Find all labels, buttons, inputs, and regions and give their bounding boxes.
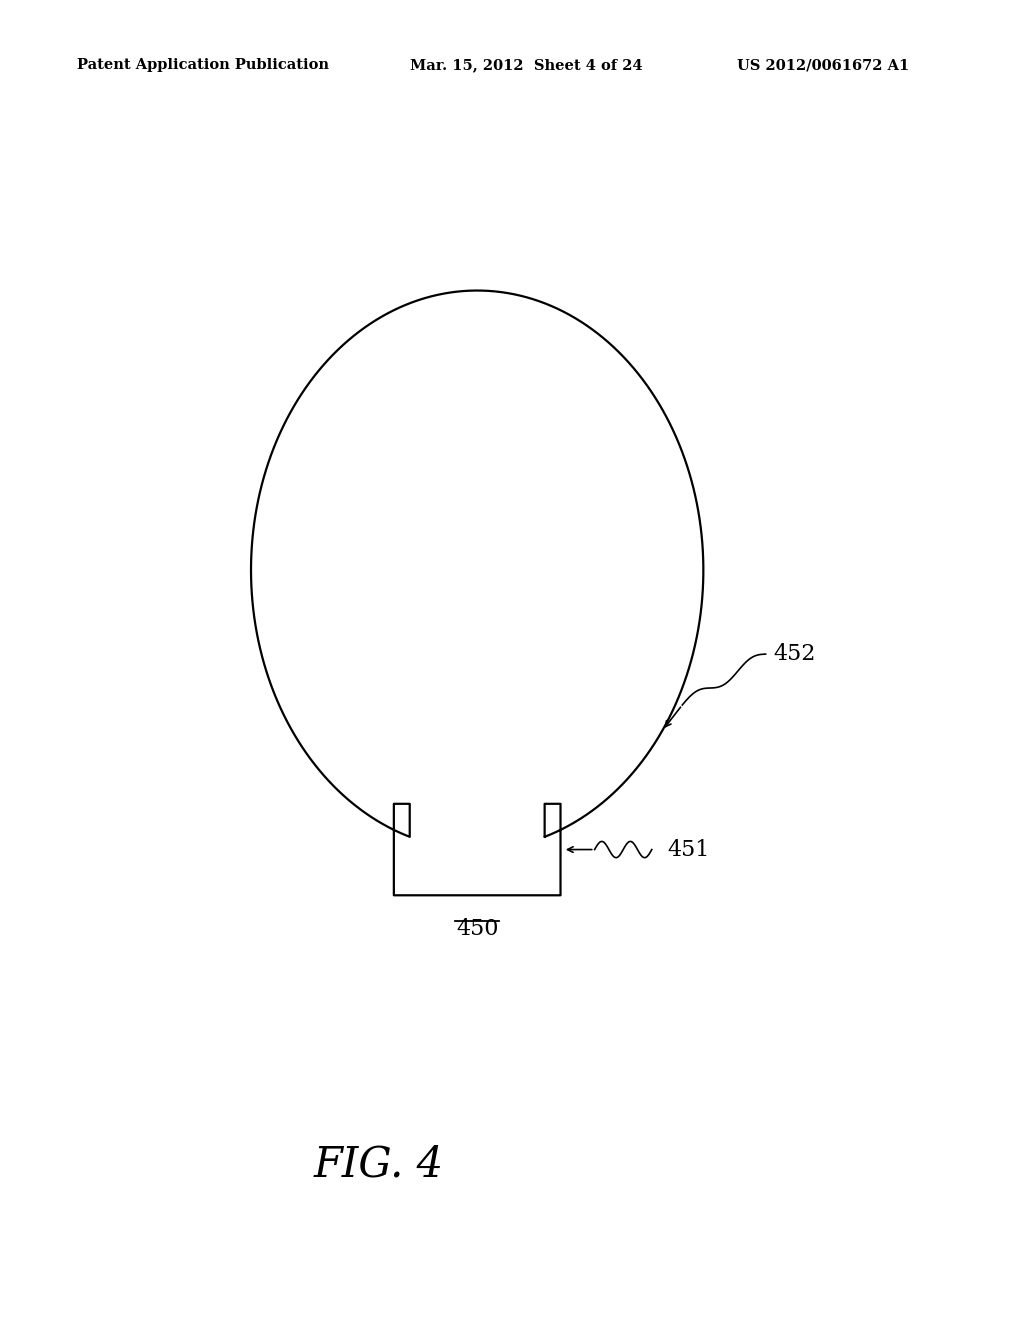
Text: 452: 452 [773, 643, 816, 665]
Text: 450: 450 [456, 917, 499, 940]
Text: US 2012/0061672 A1: US 2012/0061672 A1 [737, 58, 909, 73]
Text: Patent Application Publication: Patent Application Publication [77, 58, 329, 73]
Text: Mar. 15, 2012  Sheet 4 of 24: Mar. 15, 2012 Sheet 4 of 24 [410, 58, 642, 73]
Text: FIG. 4: FIG. 4 [313, 1143, 444, 1185]
Text: 451: 451 [668, 838, 710, 861]
